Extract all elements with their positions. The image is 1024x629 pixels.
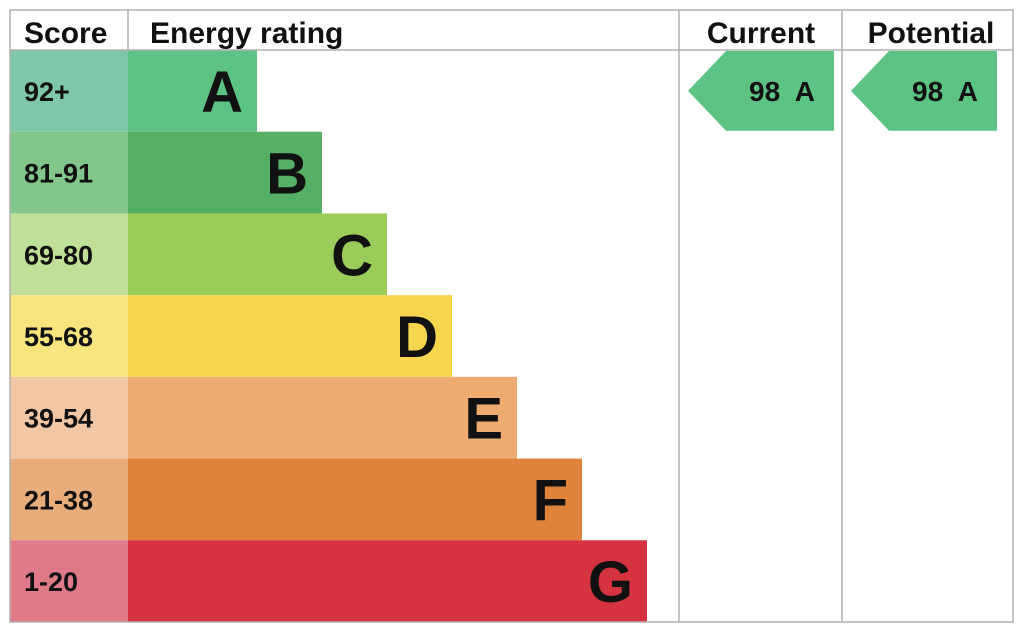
- score-range-b: 81-91: [24, 159, 93, 189]
- band-letter-c: C: [331, 223, 373, 288]
- score-cell-g: [10, 540, 128, 622]
- band-letter-a: A: [201, 60, 243, 125]
- band-bar-d: [128, 295, 452, 377]
- band-bar-b: [128, 131, 322, 214]
- current-rating-label: 98 A: [749, 76, 815, 107]
- score-range-f: 21-38: [24, 485, 93, 515]
- band-bar-a: [128, 50, 257, 132]
- band-letter-d: D: [396, 305, 438, 370]
- score-cell-c: [10, 213, 128, 296]
- band-bar-g: [128, 540, 647, 622]
- score-cell-a: [10, 50, 128, 132]
- potential-rating-label: 98 A: [912, 76, 978, 107]
- rating-bands: 92+ A 81-91 B 69-80 C 55-68 D 39-54 E 21-38 F 1-20 G: [10, 50, 647, 622]
- energy-rating-header: Energy rating: [150, 17, 343, 50]
- potential-rating-arrow: [851, 51, 997, 131]
- score-cell-f: [10, 458, 128, 541]
- band-letter-f: F: [533, 468, 568, 533]
- band-bar-e: [128, 376, 517, 459]
- score-range-a: 92+: [24, 77, 70, 107]
- score-range-d: 55-68: [24, 322, 93, 352]
- band-letter-g: G: [588, 550, 633, 615]
- score-range-e: 39-54: [24, 404, 93, 434]
- rating-markers: 98 A 98 A: [688, 51, 997, 131]
- score-range-g: 1-20: [24, 567, 78, 597]
- score-cell-d: [10, 295, 128, 377]
- band-bar-f: [128, 458, 582, 541]
- potential-column-header: Potential: [868, 17, 995, 50]
- table-border: [9, 9, 1014, 623]
- current-column-header: Current: [707, 17, 815, 50]
- score-cell-e: [10, 376, 128, 459]
- table-grid: [9, 9, 1014, 623]
- score-cell-b: [10, 131, 128, 214]
- band-letter-e: E: [464, 387, 503, 452]
- band-bar-c: [128, 213, 387, 296]
- band-letter-b: B: [266, 142, 308, 207]
- score-range-c: 69-80: [24, 240, 93, 270]
- score-column-header: Score: [24, 17, 107, 50]
- current-rating-arrow: [688, 51, 834, 131]
